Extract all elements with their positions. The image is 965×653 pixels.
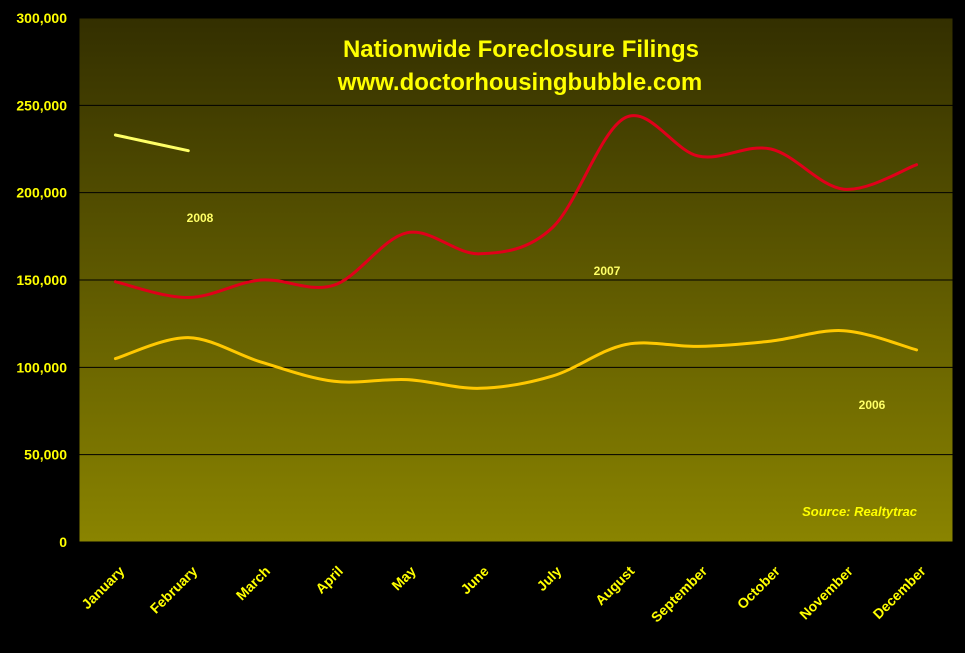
series-line-2007: [113, 114, 919, 300]
x-tick-label: December: [870, 562, 930, 622]
y-tick-label: 150,000: [16, 272, 67, 288]
series-line-2006: [113, 329, 919, 390]
x-tick-label: November: [796, 562, 856, 622]
series-label-2008: 2008: [187, 211, 214, 225]
y-tick-label: 250,000: [16, 97, 67, 113]
chart-title: Nationwide Foreclosure Filings: [343, 36, 699, 63]
x-tick-label: June: [457, 563, 492, 598]
y-axis-ticks: 0 50,000 100,000 150,000 200,000 250,000 300,0…: [16, 10, 79, 550]
x-tick-label: September: [648, 562, 711, 625]
x-axis-ticks: January February March April May June July Augu…: [78, 542, 954, 625]
chart-subtitle: www.doctorhousingbubble.com: [337, 69, 702, 96]
y-tick-label: 50,000: [24, 447, 67, 463]
x-tick-label: April: [312, 563, 346, 597]
y-tick-label: 200,000: [16, 185, 67, 201]
series-label-2006: 2006: [859, 398, 886, 412]
series-lines: [113, 114, 919, 390]
source-note: Source: Realtytrac: [802, 504, 918, 519]
x-tick-label: October: [734, 562, 784, 612]
y-tick-label: 300,000: [16, 10, 67, 26]
y-tick-label: 100,000: [16, 359, 67, 375]
x-tick-label: May: [388, 563, 419, 594]
plot-border: [78, 17, 954, 543]
series-label-2007: 2007: [594, 264, 621, 278]
y-tick-label: 0: [59, 534, 67, 550]
x-tick-label: January: [78, 563, 127, 612]
x-tick-label: March: [233, 563, 273, 603]
series-line-2008: [113, 133, 190, 153]
x-tick-label: August: [592, 563, 638, 609]
x-tick-label: July: [533, 563, 564, 594]
gridlines: [79, 104, 953, 456]
x-tick-label: February: [147, 563, 201, 617]
